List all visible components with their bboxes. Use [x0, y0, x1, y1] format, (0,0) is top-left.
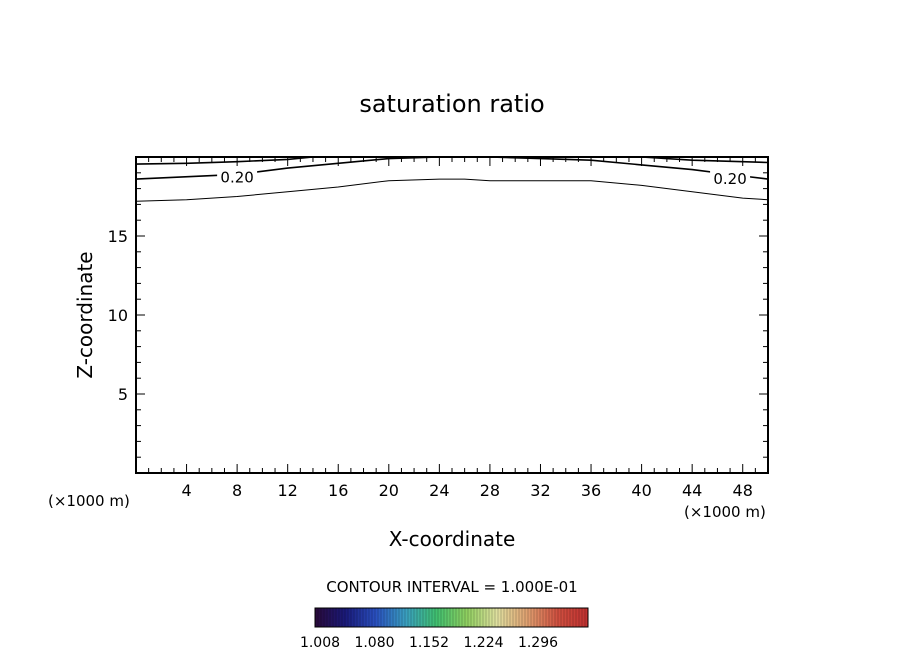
x-tick-label: 44 — [682, 481, 702, 500]
x-tick-label: 48 — [733, 481, 753, 500]
y-axis-label: Z-coordinate — [73, 251, 97, 378]
chart-title: saturation ratio — [359, 90, 544, 118]
contour-label: 0.20 — [220, 169, 253, 187]
x-tick-label: 16 — [328, 481, 348, 500]
plot-border — [135, 156, 769, 474]
colorbar-tick-label: 1.080 — [354, 635, 394, 651]
x-tick-label: 20 — [379, 481, 399, 500]
colorbar-tick-label: 1.152 — [409, 635, 449, 651]
x-tick-label: 28 — [480, 481, 500, 500]
plot-frame — [135, 156, 769, 474]
colorbar-gradient — [314, 607, 589, 628]
x-axis-ticks: 4 8 12 16 20 24 28 32 36 40 44 48 — [148, 157, 756, 500]
colorbar-tick-label: 1.008 — [300, 635, 340, 651]
x-tick-label: 4 — [181, 481, 191, 500]
x-tick-label: 8 — [232, 481, 242, 500]
contour-interval-text: CONTOUR INTERVAL = 1.000E-01 — [326, 578, 577, 596]
contour-label: 0.20 — [713, 170, 746, 188]
x-tick-label: 40 — [631, 481, 651, 500]
contour-lines: 0.20 0.20 — [135, 156, 769, 202]
x-tick-label: 32 — [530, 481, 550, 500]
x-unit-right: (×1000 m) — [684, 503, 766, 521]
x-tick-label: 24 — [429, 481, 449, 500]
y-tick-label: 10 — [108, 306, 128, 325]
x-tick-label: 12 — [278, 481, 298, 500]
contour-label-bg — [217, 167, 258, 186]
y-tick-label: 15 — [108, 227, 128, 246]
y-tick-label: 5 — [118, 385, 128, 404]
colorbar-tick-label: 1.224 — [463, 635, 503, 651]
x-tick-label: 36 — [581, 481, 601, 500]
colorbar-tick-label: 1.296 — [518, 635, 558, 651]
colorbar: 1.008 1.080 1.152 1.224 1.296 — [300, 607, 589, 651]
y-axis-ticks: 5 10 15 — [108, 172, 768, 458]
x-unit-left: (×1000 m) — [48, 492, 130, 510]
x-axis-label: X-coordinate — [389, 527, 516, 551]
contour-line — [135, 178, 769, 202]
contour-label-bg — [710, 169, 751, 188]
